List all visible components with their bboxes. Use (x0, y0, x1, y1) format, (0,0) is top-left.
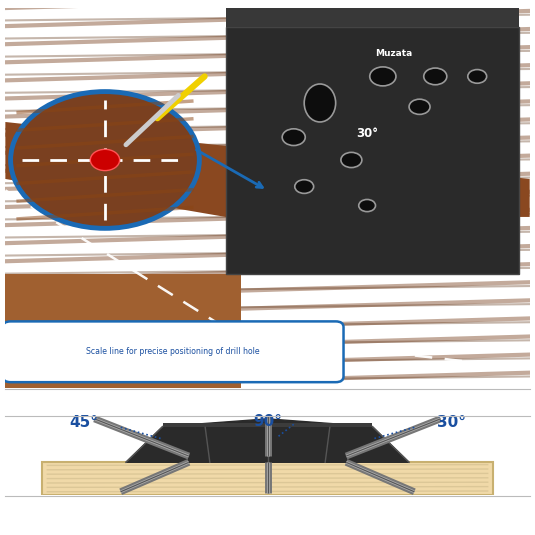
Text: 90°: 90° (253, 414, 282, 429)
Ellipse shape (282, 129, 305, 146)
Circle shape (11, 91, 200, 228)
Text: 30°: 30° (356, 127, 378, 140)
FancyBboxPatch shape (3, 322, 343, 382)
Text: 45°: 45° (70, 415, 98, 430)
Ellipse shape (370, 67, 396, 86)
Text: Drilling at common angles: Drilling at common angles (135, 507, 400, 524)
Ellipse shape (304, 84, 335, 122)
Text: 30°: 30° (437, 415, 465, 430)
Circle shape (90, 149, 120, 171)
Polygon shape (5, 274, 241, 388)
Text: Accurate drilling: Accurate drilling (184, 394, 351, 411)
Ellipse shape (295, 180, 314, 193)
Ellipse shape (409, 99, 430, 114)
Ellipse shape (468, 70, 487, 83)
Polygon shape (126, 419, 409, 462)
Text: Muzata: Muzata (374, 49, 412, 58)
FancyBboxPatch shape (42, 462, 493, 495)
Ellipse shape (359, 200, 376, 212)
Ellipse shape (424, 68, 447, 85)
Polygon shape (5, 122, 530, 217)
Polygon shape (226, 1, 519, 27)
FancyBboxPatch shape (226, 27, 519, 274)
Polygon shape (163, 423, 372, 426)
Ellipse shape (341, 152, 362, 167)
Text: Scale line for precise positioning of drill hole: Scale line for precise positioning of dr… (86, 347, 260, 356)
